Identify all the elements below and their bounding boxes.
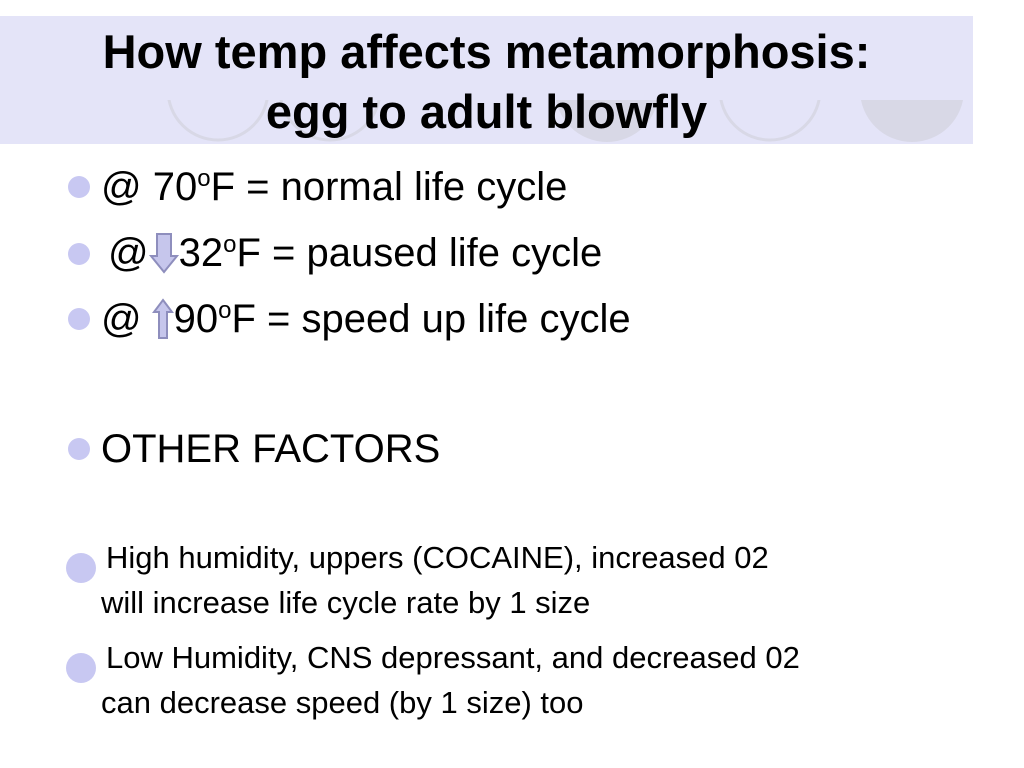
deco-circle: [860, 100, 964, 142]
sub-bullet-depressant-line1: Low Humidity, CNS depressant, and decrea…: [106, 635, 800, 681]
sub-bullet-1-text-1: High humidity, uppers (COCAINE), increas…: [106, 540, 769, 575]
title-line-2: egg to adult blowfly: [265, 85, 708, 138]
sub-bullet-1-text-2: will increase life cycle rate by 1 size: [101, 585, 591, 620]
down-arrow-icon: [148, 233, 179, 274]
bullet-32f-suffix: F = paused life cycle: [236, 231, 603, 275]
other-factors-label: OTHER FACTORS: [101, 427, 441, 471]
sub-bullet-dot: [66, 553, 96, 583]
bullet-dot: [68, 243, 90, 265]
bullet-dot: [68, 176, 90, 198]
bullet-90f-value: 90: [173, 297, 219, 341]
title-band: [0, 16, 973, 144]
other-factors-heading: OTHER FACTORS: [101, 426, 440, 472]
slide-title: How temp affects metamorphosis: egg to a…: [0, 22, 973, 142]
sub-bullet-humidity-line1: High humidity, uppers (COCAINE), increas…: [106, 535, 769, 581]
sub-bullet-humidity-line2: will increase life cycle rate by 1 size: [101, 580, 590, 626]
bullet-70f-prefix: @ 70: [101, 165, 198, 209]
deco-circle: [279, 100, 381, 142]
sub-bullet-2-text-2: can decrease speed (by 1 size) too: [101, 685, 584, 720]
deco-circle: [167, 100, 269, 142]
degree-sup: o: [223, 231, 237, 258]
deco-circle: [555, 100, 659, 142]
bullet-70f-suffix: F = normal life cycle: [210, 165, 568, 209]
sub-bullet-2-text-1: Low Humidity, CNS depressant, and decrea…: [106, 640, 800, 675]
bullet-90f: @ 90oF = speed up life cycle: [101, 296, 631, 342]
bullet-32f: @ 32oF = paused life cycle: [108, 230, 602, 276]
sub-bullet-dot: [66, 653, 96, 683]
title-line-1: How temp affects metamorphosis:: [102, 25, 871, 78]
bullet-70f: @ 70oF = normal life cycle: [101, 164, 567, 210]
up-arrow-icon: [151, 298, 174, 339]
decorative-circles: [167, 100, 964, 142]
sub-bullet-depressant-line2: can decrease speed (by 1 size) too: [101, 680, 584, 726]
degree-sup: o: [218, 297, 232, 324]
bullet-dot: [68, 308, 90, 330]
bullet-32f-value: 32: [178, 231, 224, 275]
deco-circle: [719, 100, 821, 142]
bullet-90f-suffix: F = speed up life cycle: [231, 297, 631, 341]
degree-sup: o: [197, 165, 211, 192]
bullet-90f-prefix: @: [101, 297, 142, 341]
bullet-32f-prefix: @: [108, 231, 149, 275]
bullet-dot: [68, 438, 90, 460]
